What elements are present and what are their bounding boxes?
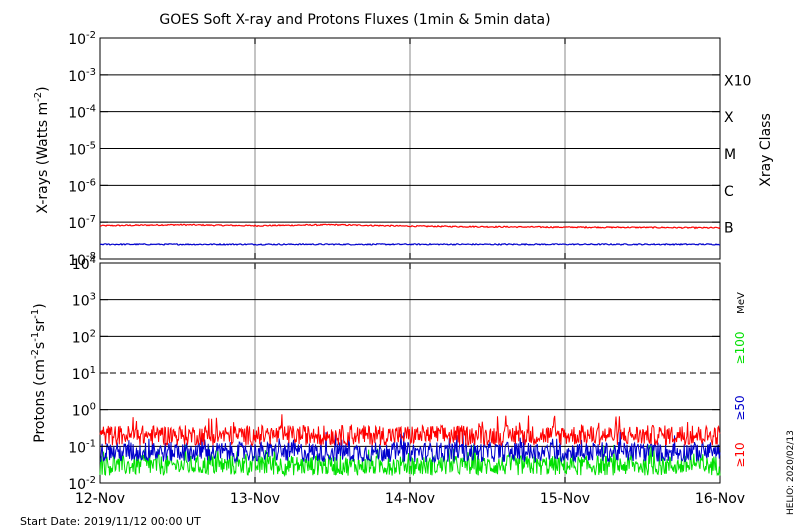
xray-series-line-short: [99, 242, 721, 246]
y-tick-label: 10-3: [68, 67, 96, 85]
xray-series-group: [99, 223, 721, 246]
proton-series-line-long: [99, 414, 721, 447]
xray-y-axis-label: X-rays (Watts m-2): [33, 86, 51, 213]
proton-series-group: [99, 414, 721, 478]
x-tick-label: 16-Nov: [695, 491, 745, 507]
x-tick-label: 13-Nov: [230, 491, 280, 507]
x-tick-labels: 12-Nov 13-Nov 14-Nov 15-Nov 16-Nov: [75, 38, 745, 507]
proton-panel: 104 103 102 101 100 10-1 10-2 MeV ≥100 ≥50 ≥10 Pr…: [30, 255, 747, 493]
y-tick-label: 10-4: [68, 104, 96, 122]
y-tick-label: 10-1: [68, 438, 96, 456]
xray-class-label: X: [724, 110, 734, 126]
xray-class-labels: X10 X M C B: [724, 73, 751, 236]
xray-series-line-long: [99, 223, 721, 230]
y-tick-label: 103: [72, 292, 96, 310]
proton-y-tick-labels: 104 103 102 101 100 10-1 10-2: [68, 255, 720, 493]
xray-class-label: C: [724, 184, 734, 200]
credit-label: HELIO: 2020/02/13: [786, 430, 796, 515]
x-tick-label: 12-Nov: [75, 491, 125, 507]
proton-y-axis-label: Protons (cm-2s-1sr-1): [30, 303, 48, 442]
proton-energy-legend: MeV ≥100 ≥50 ≥10: [733, 292, 747, 468]
y-tick-label: 104: [72, 255, 96, 273]
x-tick-label: 14-Nov: [385, 491, 435, 507]
y-tick-label: 10-6: [68, 177, 96, 195]
proton-legend-label: ≥50: [733, 395, 747, 420]
xray-class-label: B: [724, 221, 734, 237]
proton-series-line-short: [99, 431, 721, 465]
y-tick-label: 10-8: [68, 251, 96, 269]
xray-class-label: M: [724, 147, 736, 163]
y-tick-label: 10-5: [68, 141, 96, 159]
y-tick-label: 101: [72, 365, 96, 383]
x-tick-label: 15-Nov: [540, 491, 590, 507]
y-tick-label: 10-2: [68, 475, 96, 493]
xray-y-tick-labels: 10-2 10-3 10-4 10-5 10-6 10-7 10-8: [68, 30, 720, 269]
proton-legend-label: ≥100: [733, 332, 747, 365]
y-tick-label: 10-2: [68, 30, 96, 48]
start-date-label: Start Date: 2019/11/12 00:00 UT: [20, 515, 201, 528]
chart-title: GOES Soft X-ray and Protons Fluxes (1min…: [159, 12, 550, 28]
xray-class-axis-label: Xray Class: [758, 113, 774, 187]
xray-panel: 10-2 10-3 10-4 10-5 10-6 10-7 10-8 X10 X M C B Xra…: [33, 30, 774, 269]
y-tick-label: 10-7: [68, 214, 96, 232]
y-tick-label: 102: [72, 328, 96, 346]
proton-unit-label: MeV: [736, 292, 747, 314]
proton-legend-label: ≥10: [733, 442, 747, 467]
y-tick-label: 100: [72, 402, 96, 420]
xray-gridlines: [100, 38, 720, 259]
xray-class-label: X10: [724, 73, 751, 89]
